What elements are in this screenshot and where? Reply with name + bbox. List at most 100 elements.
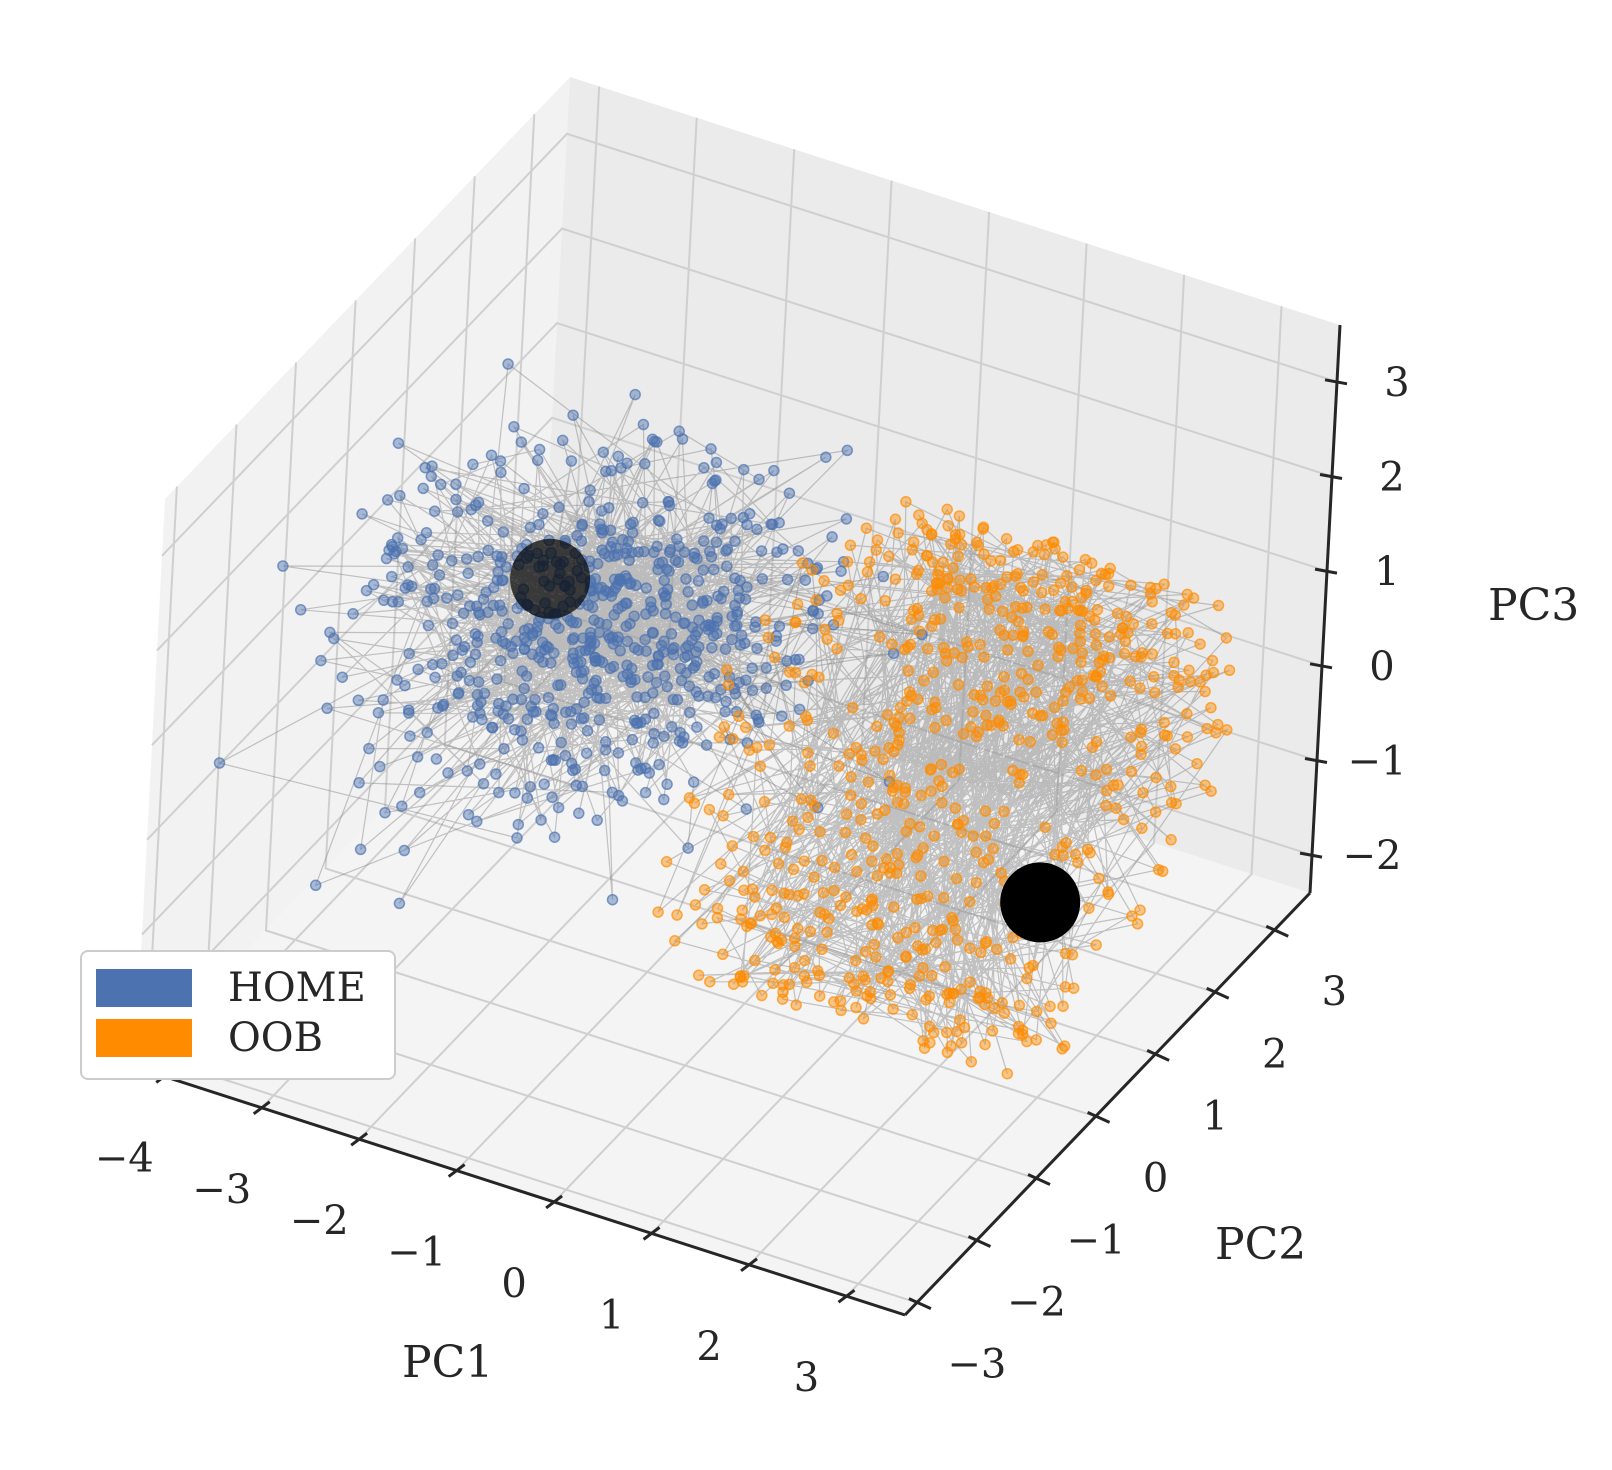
point-oob bbox=[1013, 734, 1025, 746]
point-oob bbox=[737, 865, 750, 878]
point-oob bbox=[795, 793, 807, 805]
point-home bbox=[524, 781, 536, 793]
point-oob bbox=[816, 854, 828, 867]
point-oob bbox=[919, 943, 932, 955]
point-oob bbox=[955, 1037, 968, 1049]
point-home bbox=[511, 832, 523, 844]
point-home bbox=[841, 444, 854, 457]
point-oob bbox=[972, 539, 984, 552]
point-oob bbox=[923, 1020, 936, 1033]
point-oob bbox=[1032, 659, 1044, 672]
point-home bbox=[653, 758, 665, 771]
point-oob bbox=[994, 554, 1007, 567]
point-home bbox=[735, 629, 748, 642]
point-home bbox=[682, 586, 694, 598]
point-oob bbox=[859, 974, 871, 986]
point-home bbox=[715, 592, 727, 605]
point-oob bbox=[880, 853, 893, 865]
point-oob bbox=[759, 844, 771, 856]
point-home bbox=[502, 358, 514, 370]
point-home bbox=[673, 425, 685, 438]
z-axis-line bbox=[1308, 324, 1342, 894]
point-oob bbox=[943, 987, 955, 999]
gridline-x bbox=[358, 149, 796, 1140]
z-tick-label: 0 bbox=[1369, 644, 1394, 690]
point-oob bbox=[937, 556, 949, 568]
point-home bbox=[740, 803, 753, 815]
point-home bbox=[432, 702, 444, 714]
point-oob bbox=[1044, 1000, 1056, 1013]
point-oob bbox=[1181, 708, 1193, 720]
point-home bbox=[648, 707, 660, 720]
point-oob bbox=[991, 943, 1003, 956]
z-tick-label: 2 bbox=[1379, 455, 1404, 501]
point-oob bbox=[855, 592, 867, 605]
point-home bbox=[576, 780, 589, 793]
point-oob bbox=[879, 804, 891, 817]
point-home bbox=[693, 641, 705, 653]
point-oob bbox=[735, 913, 747, 925]
z-tick-label: −2 bbox=[1343, 833, 1402, 879]
legend: HOME OOB bbox=[80, 950, 396, 1080]
x-tick bbox=[837, 1288, 856, 1304]
legend-item-home: HOME bbox=[96, 965, 366, 1011]
point-oob bbox=[851, 905, 863, 918]
point-oob bbox=[871, 720, 883, 733]
point-oob bbox=[851, 865, 863, 878]
point-home bbox=[496, 605, 508, 617]
point-home bbox=[726, 633, 738, 646]
point-home bbox=[542, 691, 555, 704]
point-oob bbox=[841, 556, 854, 568]
point-home bbox=[639, 713, 652, 725]
point-oob bbox=[754, 760, 767, 772]
gridline-x bbox=[748, 274, 1186, 1266]
point-oob bbox=[798, 970, 811, 982]
point-home bbox=[462, 567, 474, 580]
point-oob bbox=[759, 614, 772, 626]
z-tick bbox=[1309, 662, 1333, 670]
point-home bbox=[571, 529, 583, 542]
point-oob bbox=[1012, 1020, 1025, 1033]
point-oob bbox=[941, 1046, 954, 1059]
point-oob bbox=[938, 855, 950, 868]
point-home bbox=[379, 806, 391, 819]
point-home bbox=[837, 556, 850, 568]
point-oob bbox=[726, 840, 739, 852]
x-tick-label: −4 bbox=[95, 1135, 154, 1181]
point-oob bbox=[977, 523, 989, 535]
point-oob bbox=[671, 909, 683, 921]
point-home bbox=[392, 437, 405, 449]
point-oob bbox=[871, 917, 884, 929]
point-oob bbox=[790, 999, 802, 1011]
point-home bbox=[462, 808, 475, 821]
point-oob bbox=[870, 544, 882, 556]
point-home bbox=[740, 674, 752, 686]
point-home bbox=[385, 570, 398, 583]
point-home bbox=[399, 582, 412, 594]
gridline-y bbox=[264, 362, 1037, 1180]
point-home bbox=[378, 594, 390, 607]
point-home bbox=[623, 554, 635, 567]
point-oob bbox=[703, 803, 716, 816]
point-oob bbox=[935, 758, 948, 771]
point-oob bbox=[940, 714, 952, 727]
point-home bbox=[570, 617, 583, 629]
point-oob bbox=[899, 782, 911, 794]
point-oob bbox=[915, 870, 927, 882]
point-oob bbox=[823, 912, 835, 925]
point-oob bbox=[1074, 627, 1086, 639]
point-oob bbox=[792, 889, 804, 902]
point-home bbox=[593, 714, 606, 726]
point-home bbox=[436, 657, 448, 670]
point-oob bbox=[861, 566, 874, 578]
point-oob bbox=[1032, 539, 1044, 552]
trajectory-oob bbox=[657, 500, 1230, 1074]
point-home bbox=[428, 505, 441, 517]
point-home bbox=[887, 647, 900, 660]
point-oob bbox=[940, 1026, 953, 1039]
point-home bbox=[596, 544, 608, 556]
point-oob bbox=[1156, 865, 1169, 878]
point-oob bbox=[1024, 736, 1037, 748]
point-oob bbox=[1165, 834, 1177, 846]
